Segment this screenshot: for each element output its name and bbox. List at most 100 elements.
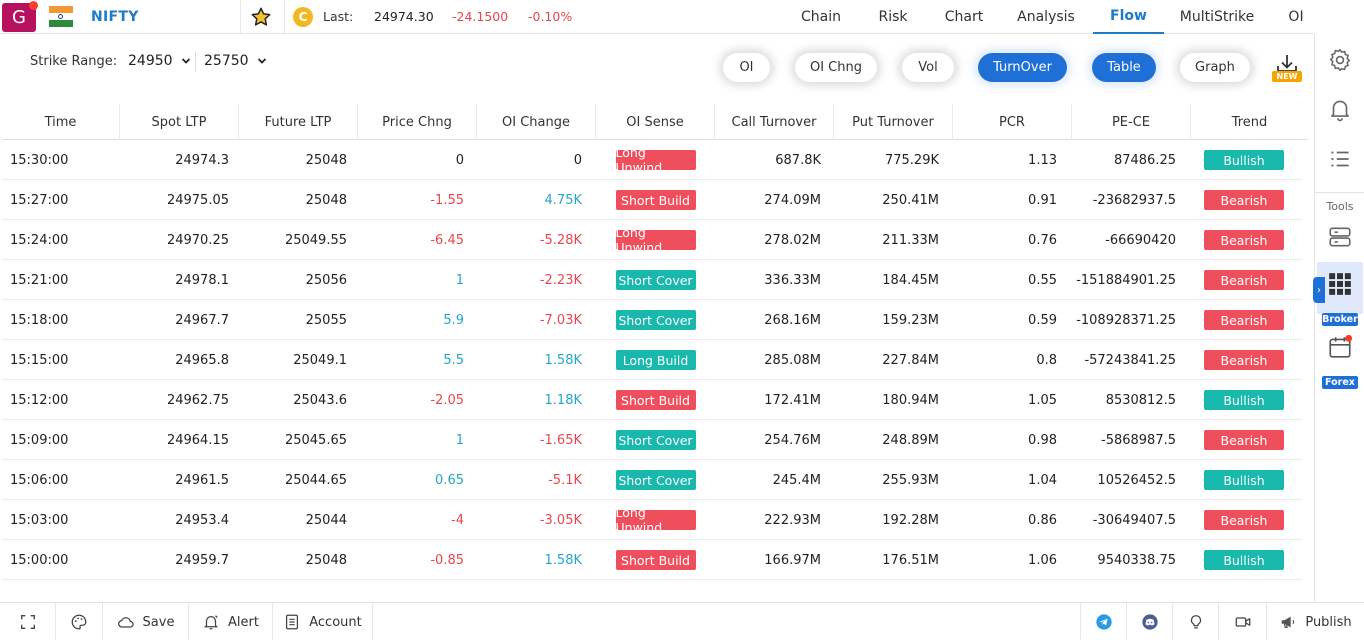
document-icon xyxy=(286,614,299,630)
cell-oi-change-value: 1.58K xyxy=(544,352,582,368)
theme-button[interactable] xyxy=(56,603,103,640)
pill-graph[interactable]: Graph xyxy=(1180,53,1250,82)
nav-analysis[interactable]: Analysis xyxy=(1017,9,1075,25)
pill-table[interactable]: Table xyxy=(1092,53,1156,82)
trend-badge: Bullish xyxy=(1204,390,1284,410)
table-row[interactable]: 15:00:00 24959.7 25048 -0.85 1.58K Short Buil… xyxy=(2,540,1302,580)
cell-time-value: 15:30:00 xyxy=(10,152,69,168)
grid-icon[interactable] xyxy=(1327,271,1353,297)
cell-put-turnover-value: 184.45M xyxy=(882,272,939,288)
table-row[interactable]: 15:12:00 24962.75 25043.6 -2.05 1.18K Short B… xyxy=(2,380,1302,420)
chevron-right-icon[interactable]: › xyxy=(1313,277,1325,303)
col-oi-change[interactable]: OI Change xyxy=(477,104,596,140)
pill-oi[interactable]: OI xyxy=(723,53,770,82)
discord-button[interactable] xyxy=(1126,603,1172,640)
cell-call-turnover: 222.93M xyxy=(715,500,821,540)
pill-oi-chng[interactable]: OI Chng xyxy=(795,53,877,82)
bell-icon[interactable] xyxy=(1327,96,1353,122)
table-row[interactable]: 15:09:00 24964.15 25045.65 1 -1.65K Short Cov… xyxy=(2,420,1302,460)
tips-button[interactable] xyxy=(1172,603,1218,640)
cell-call-turnover: 278.02M xyxy=(715,220,821,260)
notification-dot xyxy=(29,1,38,10)
table-row[interactable]: 15:27:00 24975.05 25048 -1.55 4.75K Short Bui… xyxy=(2,180,1302,220)
nav-chart[interactable]: Chart xyxy=(944,9,984,25)
broker-badge[interactable]: Broker xyxy=(1322,313,1358,326)
cell-trend: Bullish xyxy=(1191,460,1297,500)
nav-flow[interactable]: Flow xyxy=(1093,0,1164,34)
alert-button[interactable]: Alert xyxy=(189,603,273,640)
pill-vol[interactable]: Vol xyxy=(902,53,954,82)
col-call-turnover[interactable]: Call Turnover xyxy=(715,104,834,140)
cell-pe-ce: -108928371.25 xyxy=(1072,300,1176,340)
cell-pe-ce-value: 8530812.5 xyxy=(1105,392,1176,408)
oi-sense-badge: Long Build xyxy=(615,350,696,370)
forex-badge[interactable]: Forex xyxy=(1322,376,1358,389)
cell-put-turnover-value: 255.93M xyxy=(882,472,939,488)
nav-multistrike[interactable]: MultiStrike xyxy=(1179,9,1255,25)
table-row[interactable]: 15:03:00 24953.4 25044 -4 -3.05K Long Unwind 2… xyxy=(2,500,1302,540)
strike-from-select[interactable]: 24950 xyxy=(128,53,191,69)
cell-time: 15:18:00 xyxy=(10,300,120,340)
cell-price-chng: 1 xyxy=(358,260,464,300)
cell-future-ltp-value: 25043.6 xyxy=(293,392,347,408)
nav-chain[interactable]: Chain xyxy=(801,9,841,25)
symbol-name[interactable]: NIFTY xyxy=(91,9,139,25)
divider xyxy=(284,0,285,34)
cell-oi-change-value: -1.65K xyxy=(539,432,582,448)
cell-pcr-value: 1.04 xyxy=(1028,472,1057,488)
cell-call-turnover-value: 222.93M xyxy=(764,512,821,528)
cell-spot-ltp-value: 24961.5 xyxy=(175,472,229,488)
cell-spot-ltp-value: 24978.1 xyxy=(175,272,229,288)
table-row[interactable]: 15:24:00 24970.25 25049.55 -6.45 -5.28K Long … xyxy=(2,220,1302,260)
pill-turnover[interactable]: TurnOver xyxy=(978,53,1067,82)
cell-oi-change: -1.65K xyxy=(477,420,582,460)
table-row[interactable]: 15:21:00 24978.1 25056 1 -2.23K Short Cover 33… xyxy=(2,260,1302,300)
divider xyxy=(195,52,196,72)
col-pcr[interactable]: PCR xyxy=(953,104,1072,140)
col-oi-sense[interactable]: OI Sense xyxy=(596,104,715,140)
cell-put-turnover-value: 248.89M xyxy=(882,432,939,448)
cell-price-chng-value: -4 xyxy=(451,512,464,528)
calendar-icon[interactable] xyxy=(1327,334,1353,360)
col-spot-ltp[interactable]: Spot LTP xyxy=(120,104,239,140)
server-icon[interactable] xyxy=(1327,224,1353,250)
col-put-turnover[interactable]: Put Turnover xyxy=(834,104,953,140)
cell-time: 15:15:00 xyxy=(10,340,120,380)
table-row[interactable]: 15:15:00 24965.8 25049.1 5.5 1.58K Long Build… xyxy=(2,340,1302,380)
app-logo[interactable]: G xyxy=(2,1,38,32)
col-price-chng[interactable]: Price Chng xyxy=(358,104,477,140)
cell-oi-change: 4.75K xyxy=(477,180,582,220)
telegram-button[interactable] xyxy=(1080,603,1126,640)
account-button[interactable]: Account xyxy=(273,603,373,640)
list-icon[interactable] xyxy=(1327,146,1353,172)
video-button[interactable] xyxy=(1218,603,1266,640)
cell-spot-ltp-value: 24967.7 xyxy=(175,312,229,328)
publish-button[interactable]: Publish xyxy=(1266,603,1364,640)
table-row[interactable]: 15:06:00 24961.5 25044.65 0.65 -5.1K Short Co… xyxy=(2,460,1302,500)
strike-to-select[interactable]: 25750 xyxy=(204,53,267,69)
nav-oi[interactable]: OI xyxy=(1288,9,1304,25)
col-trend[interactable]: Trend xyxy=(1231,114,1268,130)
cell-price-chng: 5.9 xyxy=(358,300,464,340)
cell-put-turnover-value: 211.33M xyxy=(882,232,939,248)
col-pe-ce[interactable]: PE-CE xyxy=(1072,104,1191,140)
fullscreen-button[interactable] xyxy=(0,603,56,640)
table-row[interactable]: 15:30:00 24974.3 25048 0 0 Long Unwind 687.8K 7… xyxy=(2,140,1302,180)
cell-time: 15:09:00 xyxy=(10,420,120,460)
col-time[interactable]: Time xyxy=(2,104,120,140)
india-flag-icon xyxy=(49,6,73,28)
table-row[interactable]: 15:18:00 24967.7 25055 5.9 -7.03K Short Cover… xyxy=(2,300,1302,340)
star-icon[interactable] xyxy=(250,6,272,28)
cell-spot-ltp: 24974.3 xyxy=(120,140,229,180)
top-bar: G NIFTY C Last: 24974.30 -24.1500 -0.10%… xyxy=(0,0,1314,34)
save-button[interactable]: Save xyxy=(103,603,189,640)
col-future-ltp[interactable]: Future LTP xyxy=(239,104,358,140)
trend-badge: Bearish xyxy=(1204,510,1284,530)
cell-oi-sense: Long Build xyxy=(596,340,715,380)
nav-risk[interactable]: Risk xyxy=(878,9,908,25)
cell-pcr: 1.13 xyxy=(953,140,1057,180)
cell-price-chng-value: -2.05 xyxy=(430,392,464,408)
save-label: Save xyxy=(142,614,175,630)
settings-icon[interactable] xyxy=(1327,47,1353,73)
cell-pe-ce-value: -57243841.25 xyxy=(1084,352,1176,368)
